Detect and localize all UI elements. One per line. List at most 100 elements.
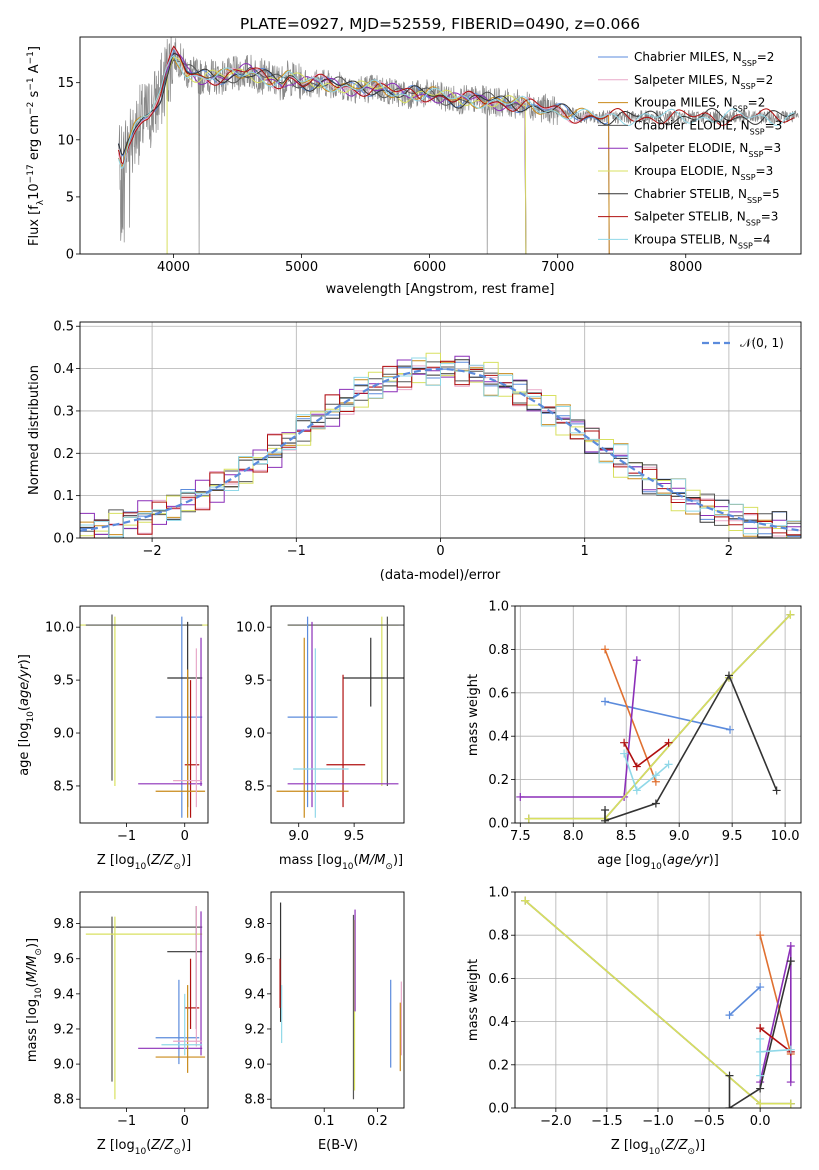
y-tick-label: 1.0: [488, 600, 509, 615]
model-line: [117, 52, 795, 156]
model-line: [160, 52, 527, 254]
weight-marker: [651, 799, 660, 808]
x-tick-label: 0.0: [750, 1114, 771, 1129]
y-tick-label: 9.5: [53, 674, 74, 689]
x-tick-label: 7000: [541, 260, 574, 275]
x-tick-label: 9.0: [669, 829, 690, 844]
x-tick-label: 8.0: [563, 829, 584, 844]
age-vs-Z-axes: −1 0 8.5 9.0 9.5 10.0 Z [log10(Z/Z⊙)] age [log1…: [17, 605, 209, 872]
y-tick-label: 9.0: [244, 727, 265, 742]
x-tick-label: 0: [436, 544, 444, 559]
plot-area: [276, 616, 404, 818]
legend-entry: Salpeter MILES, NSSP=2: [634, 73, 773, 91]
x-tick-label: 9.5: [722, 829, 743, 844]
weight-marker: [786, 610, 795, 619]
weight-marker: [601, 816, 610, 823]
y-tick-label: 9.5: [244, 674, 265, 689]
weight-marker: [724, 671, 733, 680]
y-tick-label: 8.5: [244, 779, 265, 794]
axes-frame: [79, 605, 209, 824]
y-tick-label: 9.2: [244, 1022, 265, 1037]
weight-marker: [772, 786, 781, 795]
model-line: [160, 59, 527, 254]
weight-marker: [726, 725, 735, 734]
x-tick-label: 5000: [285, 260, 318, 275]
age-vs-mass-axes: 9.0 9.5 8.5 9.0 9.5 10.0 mass [log10(M/M⊙)]: [236, 605, 405, 872]
plot-area: [80, 352, 801, 538]
y-tick-label: 0.6: [488, 972, 509, 987]
weight-marker: [756, 1034, 765, 1043]
x-tick-label: −0.5: [693, 1114, 725, 1129]
y-tick-label: 5: [66, 190, 74, 205]
weight-marker: [786, 1078, 795, 1087]
weight-line: [520, 660, 638, 798]
x-tick-label: 8.5: [616, 829, 637, 844]
weight-marker: [632, 786, 641, 795]
x-axis-label: Z [log10(Z/Z⊙)]: [97, 853, 191, 872]
y-tick-label: 9.0: [53, 727, 74, 742]
histogram-step: [80, 357, 801, 538]
weight-line: [759, 934, 792, 1055]
y-tick-label: 9.6: [244, 952, 265, 967]
weight-marker: [786, 957, 795, 966]
x-tick-label: 9.0: [288, 829, 309, 844]
x-tick-label: 4000: [157, 260, 190, 275]
weight-marker: [756, 1047, 765, 1056]
x-tick-label: 7.5: [510, 829, 531, 844]
weight-marker: [521, 896, 530, 905]
x-tick-label: 10.0: [771, 829, 800, 844]
legend-entry: 𝒩(0, 1): [740, 336, 784, 350]
y-tick-label: 10: [57, 133, 74, 148]
axes-frame: [79, 891, 209, 1109]
weight-line: [528, 614, 791, 820]
y-tick-label: 10.0: [236, 621, 265, 636]
x-tick-label: −2.0: [540, 1114, 572, 1129]
weight-line: [728, 986, 761, 1016]
y-tick-label: 0.0: [488, 817, 509, 832]
weight-marker: [632, 656, 641, 665]
weight-line: [728, 960, 792, 1108]
y-tick-label: 0.4: [53, 362, 74, 377]
x-tick-label: 0: [181, 829, 189, 844]
y-tick-label: 8.5: [53, 779, 74, 794]
y-axis-label: mass weight: [466, 674, 481, 756]
y-tick-label: 9.4: [53, 987, 74, 1002]
x-tick-label: −2: [143, 544, 162, 559]
y-tick-label: 0.2: [488, 773, 509, 788]
mass-vs-EBV-axes: 0.1 0.2 8.8 9.0 9.2 9.4 9.6 9.8 E(B-V): [244, 891, 405, 1153]
x-tick-label: 1: [581, 544, 589, 559]
chart-title: PLATE=0927, MJD=52559, FIBERID=0490, z=0…: [240, 15, 640, 33]
weight-marker: [524, 814, 533, 823]
y-tick-label: 0.2: [53, 447, 74, 462]
y-tick-label: 1.0: [488, 886, 509, 901]
y-tick-label: 9.8: [244, 917, 265, 932]
weight-marker: [516, 792, 525, 801]
plot-area: [521, 896, 795, 1108]
y-tick-label: 0.1: [53, 489, 74, 504]
plot-area: [80, 906, 206, 1100]
x-axis-label: (data-model)/error: [380, 568, 501, 583]
weight-marker: [601, 805, 610, 814]
x-tick-label: 6000: [413, 260, 446, 275]
axes-frame: [79, 321, 802, 539]
x-axis-label: age [log10(age/yr)]: [597, 853, 719, 872]
axes-frame: [270, 891, 405, 1109]
weight-marker: [756, 931, 765, 940]
weight-marker: [632, 762, 641, 771]
y-tick-label: 0.4: [488, 730, 509, 745]
y-tick-label: 9.0: [53, 1058, 74, 1073]
y-tick-label: 0.2: [488, 1058, 509, 1073]
y-tick-label: 9.4: [244, 987, 265, 1002]
weight-line: [759, 1038, 791, 1076]
y-tick-label: 15: [57, 76, 74, 91]
y-axis-label: Flux [fλ10−17 erg cm−2 s−1 A−1]: [26, 46, 46, 246]
weight-vs-age-axes: 7.5 8.0 8.5 9.0 9.5 10.0 0.0 0.2 0.4 0.6 0.8 1.0 age…: [466, 600, 802, 872]
weight-line: [623, 753, 670, 792]
weight-marker: [756, 1071, 765, 1080]
plot-area: [80, 614, 208, 818]
weight-marker: [756, 983, 765, 992]
legend-entry: Chabrier ELODIE, NSSP=3: [634, 118, 782, 136]
x-tick-label: −1: [117, 1114, 136, 1129]
y-tick-label: 8.8: [53, 1093, 74, 1108]
